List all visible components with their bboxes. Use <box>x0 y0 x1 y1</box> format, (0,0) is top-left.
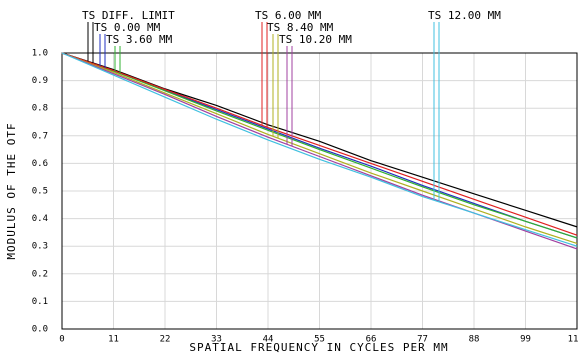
legend-label: TS 6.00 MM <box>255 9 322 22</box>
legend-label: TS DIFF. LIMIT <box>82 9 175 22</box>
x-tick-label: 88 <box>469 335 480 345</box>
x-axis-title: SPATIAL FREQUENCY IN CYCLES PER MM <box>189 341 448 354</box>
legend-label: TS 10.20 MM <box>279 33 352 46</box>
x-tick-label: 44 <box>263 335 274 345</box>
series-line <box>61 52 578 228</box>
y-tick-label: 0.9 <box>32 76 48 86</box>
x-tick-label: 22 <box>160 335 171 345</box>
x-tick-label: 77 <box>417 335 428 345</box>
y-tick-label: 0.8 <box>32 104 48 114</box>
y-tick-label: 0.3 <box>32 242 48 252</box>
legend-label: TS 12.00 MM <box>428 9 501 22</box>
y-tick-label: 0.2 <box>32 269 48 279</box>
legend-label: TS 8.40 MM <box>267 21 334 34</box>
y-axis-title: MODULUS OF THE OTF <box>5 122 18 259</box>
y-tick-label: 0.7 <box>32 131 48 141</box>
x-tick-label: 55 <box>314 335 325 345</box>
series-line <box>61 52 578 239</box>
series-line <box>61 52 578 247</box>
y-tick-label: 1.0 <box>32 49 48 59</box>
plot-frame <box>61 52 578 330</box>
legend-label: TS 3.60 MM <box>106 33 173 46</box>
y-tick-label: 0.0 <box>32 325 48 335</box>
series-line <box>61 52 578 245</box>
y-tick-label: 0.1 <box>32 297 48 307</box>
y-tick-label: 0.5 <box>32 187 48 197</box>
series-line <box>61 52 578 236</box>
x-tick-label: 11 <box>108 335 119 345</box>
x-tick-label: 66 <box>366 335 377 345</box>
x-tick-label: 33 <box>211 335 222 345</box>
legend-label: TS 0.00 MM <box>94 21 161 34</box>
y-tick-label: 0.4 <box>32 214 48 224</box>
y-tick-label: 0.6 <box>32 159 48 169</box>
x-tick-label: 0 <box>59 335 64 345</box>
x-tick-label: 11 <box>568 335 579 345</box>
x-tick-label: 99 <box>520 335 531 345</box>
